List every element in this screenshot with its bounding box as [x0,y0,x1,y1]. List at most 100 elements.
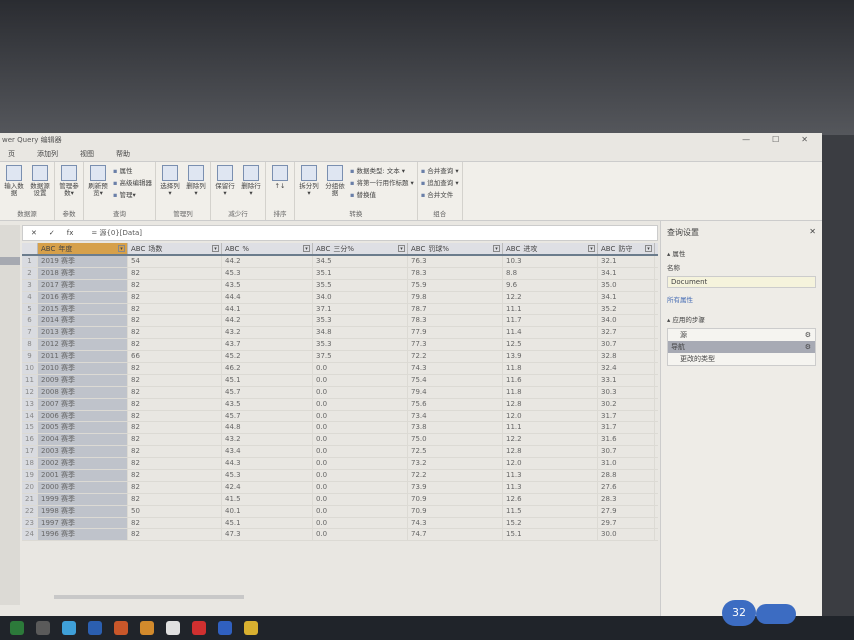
table-cell[interactable]: 82 [128,398,222,410]
horizontal-scrollbar[interactable] [40,593,640,601]
table-cell[interactable]: 1999 赛季 [38,493,128,505]
confirm-icon[interactable]: ✓ [48,229,55,237]
table-cell[interactable]: 12.0 [503,458,598,470]
table-cell[interactable]: 11.1 [503,422,598,434]
ribbon-button[interactable]: 保留行▾ [214,165,236,197]
ribbon-small-button[interactable]: 追加查询 ▾ [421,177,458,187]
table-cell[interactable]: 74.3 [408,517,503,529]
table-cell[interactable]: 82 [128,339,222,351]
table-cell[interactable]: 35.5 [313,279,408,291]
table-cell[interactable]: 34.8 [313,327,408,339]
table-cell[interactable]: 82 [128,327,222,339]
table-cell[interactable]: 50 [128,505,222,517]
table-cell[interactable]: 73.2 [408,458,503,470]
table-cell[interactable]: 1997 赛季 [38,517,128,529]
table-cell[interactable]: 79.8 [408,291,503,303]
table-cell[interactable]: 43.2 [222,327,313,339]
table-cell[interactable]: 43.7 [222,339,313,351]
table-cell[interactable]: 74.7 [408,529,503,541]
taskbar-app-icon[interactable] [140,621,154,635]
table-cell[interactable]: 82 [128,493,222,505]
ribbon-small-button[interactable]: 将第一行用作标题 ▾ [350,177,413,187]
filter-dropdown-icon[interactable]: ▾ [303,245,310,252]
table-cell[interactable]: 82 [128,434,222,446]
fx-icon[interactable]: fx [66,229,74,237]
tab-add-column[interactable]: 添加列 [37,149,58,158]
column-header[interactable]: ABC% ▾ [222,243,313,254]
query-name-input[interactable]: Document [667,276,816,288]
ribbon-small-button[interactable]: 高级编辑器 [113,177,152,187]
ribbon-small-button[interactable]: 合并查询 ▾ [421,165,458,175]
table-cell[interactable]: 2000 赛季 [38,481,128,493]
table-cell[interactable]: 82 [128,470,222,481]
filter-dropdown-icon[interactable]: ▾ [588,245,595,252]
table-cell[interactable]: 0.0 [313,505,408,517]
table-cell[interactable]: 72.2 [408,470,503,481]
table-cell[interactable]: 44.4 [222,291,313,303]
table-cell[interactable]: 10.3 [503,256,598,267]
table-cell[interactable]: 82 [128,386,222,398]
taskbar-app-icon[interactable] [36,621,50,635]
ribbon-button[interactable]: 删除列▾ [185,165,207,197]
column-header[interactable]: ABC 场数 ▾ [128,243,222,254]
table-cell[interactable]: 0.0 [313,398,408,410]
table-cell[interactable]: 0.0 [313,374,408,386]
table-cell[interactable]: 45.7 [222,410,313,422]
table-cell[interactable]: 34.0 [313,291,408,303]
table-cell[interactable]: 9.6 [503,279,598,291]
table-cell[interactable]: 0.0 [313,481,408,493]
table-cell[interactable]: 28.8 [598,470,655,481]
table-cell[interactable]: 74.3 [408,363,503,374]
table-cell[interactable]: 32.8 [598,351,655,363]
table-cell[interactable]: 11.5 [503,505,598,517]
column-header[interactable]: ABC 防守 ▾ [598,243,655,254]
table-cell[interactable]: 11.8 [503,363,598,374]
table-cell[interactable]: 45.3 [222,267,313,279]
taskbar-app-icon[interactable] [218,621,232,635]
table-cell[interactable]: 75.0 [408,434,503,446]
table-cell[interactable]: 11.4 [503,327,598,339]
table-cell[interactable]: 27.9 [598,505,655,517]
table-cell[interactable]: 70.9 [408,493,503,505]
table-cell[interactable]: 0.0 [313,434,408,446]
table-cell[interactable]: 2017 赛季 [38,279,128,291]
table-cell[interactable]: 34.5 [313,256,408,267]
table-cell[interactable]: 78.3 [408,315,503,327]
table-cell[interactable]: 2014 赛季 [38,315,128,327]
table-cell[interactable]: 44.2 [222,256,313,267]
table-cell[interactable]: 45.3 [222,470,313,481]
table-cell[interactable]: 82 [128,315,222,327]
table-cell[interactable]: 31.7 [598,410,655,422]
table-cell[interactable]: 45.1 [222,374,313,386]
table-cell[interactable]: 35.3 [313,339,408,351]
table-cell[interactable]: 34.0 [598,315,655,327]
gear-icon[interactable]: ⚙ [804,343,811,351]
table-cell[interactable]: 30.7 [598,339,655,351]
table-cell[interactable]: 2004 赛季 [38,434,128,446]
column-header[interactable]: ABC 进攻 ▾ [503,243,598,254]
table-cell[interactable]: 34.1 [598,291,655,303]
table-cell[interactable]: 78.3 [408,267,503,279]
table-cell[interactable]: 30.3 [598,386,655,398]
table-cell[interactable]: 11.1 [503,303,598,315]
table-cell[interactable]: 12.8 [503,446,598,458]
table-cell[interactable]: 2008 赛季 [38,386,128,398]
queries-pane-collapsed[interactable] [0,225,20,605]
filter-dropdown-icon[interactable]: ▾ [118,245,125,252]
table-cell[interactable]: 43.4 [222,446,313,458]
ribbon-small-button[interactable]: 替换值 [350,189,414,199]
table-cell[interactable]: 0.0 [313,363,408,374]
table-cell[interactable]: 0.0 [313,458,408,470]
applied-step[interactable]: 导航 ⚙ [668,341,815,353]
table-cell[interactable]: 82 [128,446,222,458]
gear-icon[interactable]: ⚙ [804,331,811,339]
table-cell[interactable]: 12.6 [503,493,598,505]
table-cell[interactable]: 37.1 [313,303,408,315]
minimize-button[interactable]: — [742,135,751,144]
table-cell[interactable]: 35.1 [313,267,408,279]
table-cell[interactable]: 73.9 [408,481,503,493]
filter-dropdown-icon[interactable]: ▾ [493,245,500,252]
table-cell[interactable]: 82 [128,267,222,279]
table-cell[interactable]: 72.2 [408,351,503,363]
table-cell[interactable]: 76.3 [408,256,503,267]
